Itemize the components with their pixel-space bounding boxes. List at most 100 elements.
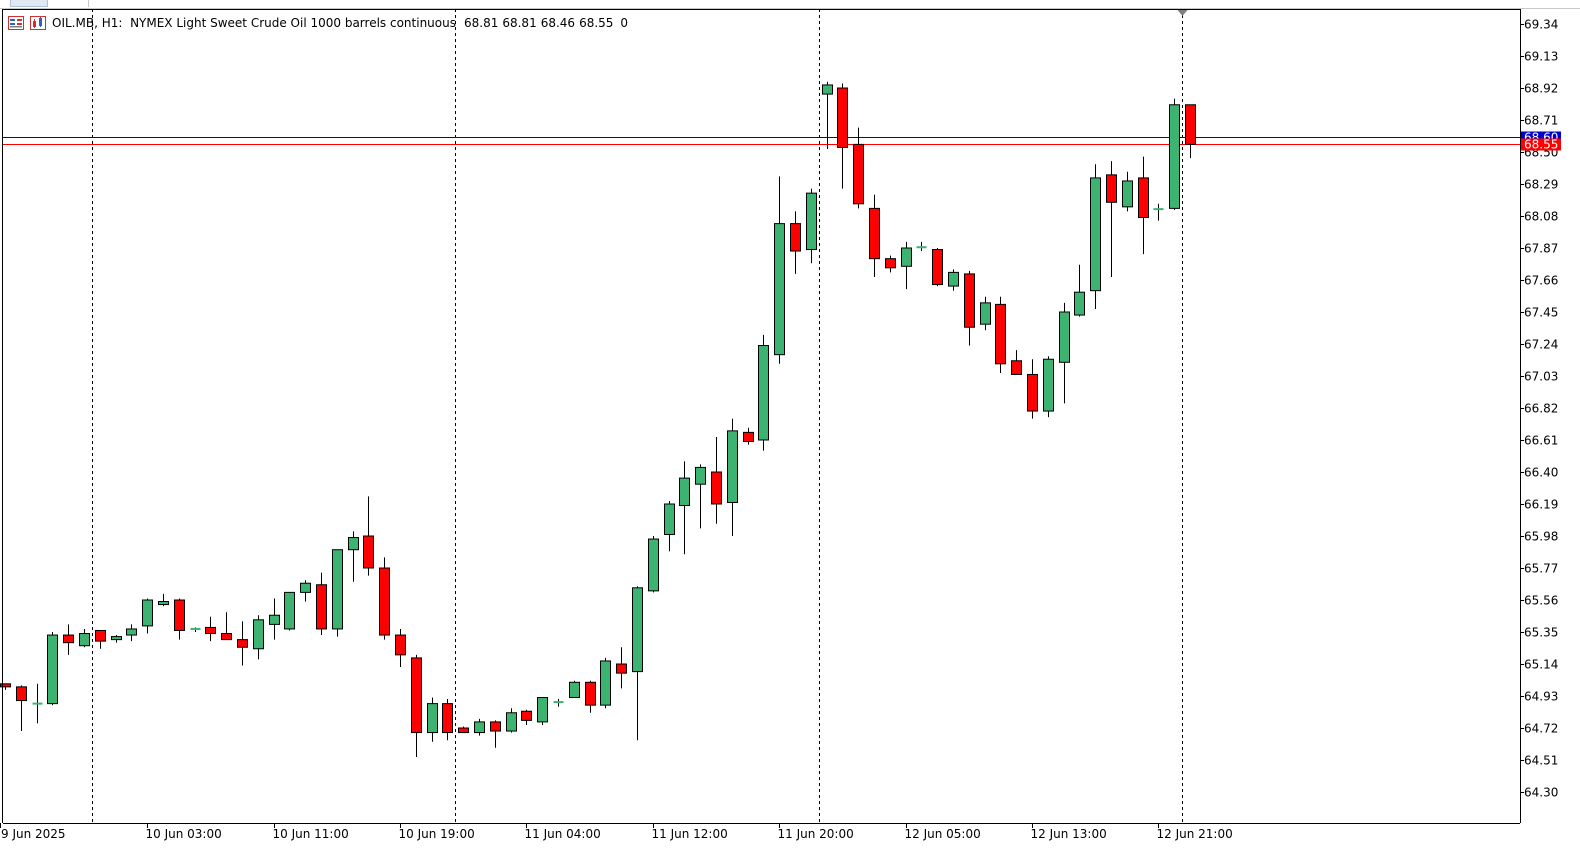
candle[interactable] xyxy=(711,436,722,524)
candle[interactable] xyxy=(316,572,327,636)
shift-marker-icon[interactable] xyxy=(1177,10,1188,16)
candle[interactable] xyxy=(1027,359,1038,419)
candle[interactable] xyxy=(474,718,485,736)
candle-body xyxy=(600,660,611,706)
candle[interactable] xyxy=(916,241,927,252)
candle[interactable] xyxy=(79,628,90,648)
candle[interactable] xyxy=(253,615,264,660)
candle[interactable] xyxy=(190,627,201,632)
candle[interactable] xyxy=(348,531,359,582)
candle[interactable] xyxy=(837,83,848,189)
candle-body xyxy=(221,633,232,641)
candle[interactable] xyxy=(32,683,43,724)
candle[interactable] xyxy=(869,194,880,277)
candle[interactable] xyxy=(695,464,706,529)
candle[interactable] xyxy=(1059,302,1070,404)
candle[interactable] xyxy=(521,709,532,725)
chart-tab[interactable] xyxy=(10,0,48,7)
candle[interactable] xyxy=(1043,356,1054,418)
bid-price-box xyxy=(1521,138,1561,151)
candle[interactable] xyxy=(600,657,611,709)
candle[interactable] xyxy=(553,699,564,707)
candle-body xyxy=(1106,174,1117,203)
candle[interactable] xyxy=(964,270,975,346)
candle[interactable] xyxy=(648,536,659,593)
candle[interactable] xyxy=(205,616,216,642)
candle[interactable] xyxy=(158,593,169,607)
candle-body xyxy=(1138,177,1149,219)
candle[interactable] xyxy=(569,680,580,699)
candle[interactable] xyxy=(174,598,185,640)
candle[interactable] xyxy=(853,127,864,209)
candle-body xyxy=(269,614,280,625)
candle[interactable] xyxy=(1074,264,1085,317)
candle[interactable] xyxy=(379,557,390,640)
candle[interactable] xyxy=(664,500,675,552)
open-value: 68.81 xyxy=(463,16,499,30)
candle[interactable] xyxy=(442,699,453,741)
candle[interactable] xyxy=(0,683,11,690)
candle[interactable] xyxy=(1169,98,1180,210)
candle[interactable] xyxy=(901,241,912,290)
candle[interactable] xyxy=(332,549,343,637)
candle[interactable] xyxy=(506,708,517,733)
candle[interactable] xyxy=(63,624,74,655)
candle[interactable] xyxy=(727,418,738,536)
candle[interactable] xyxy=(284,591,295,631)
candle[interactable] xyxy=(585,680,596,713)
candle[interactable] xyxy=(363,496,374,576)
candle[interactable] xyxy=(537,697,548,725)
candle[interactable] xyxy=(822,81,833,149)
candle[interactable] xyxy=(411,654,422,757)
candle[interactable] xyxy=(1153,203,1164,221)
candle[interactable] xyxy=(142,598,153,634)
candle[interactable] xyxy=(126,624,137,642)
candle[interactable] xyxy=(16,685,27,732)
candle[interactable] xyxy=(1122,171,1133,212)
candle[interactable] xyxy=(743,427,754,445)
candle[interactable] xyxy=(679,461,690,555)
candles[interactable] xyxy=(0,81,1196,757)
candle[interactable] xyxy=(221,612,232,641)
candle-body xyxy=(427,703,438,734)
candle[interactable] xyxy=(885,255,896,273)
candle[interactable] xyxy=(1138,156,1149,255)
candle-body xyxy=(363,535,374,569)
candle[interactable] xyxy=(995,296,1006,373)
candle[interactable] xyxy=(806,188,817,264)
low-value: 68.46 xyxy=(540,16,576,30)
candle[interactable] xyxy=(300,580,311,602)
candle[interactable] xyxy=(490,720,501,748)
candle[interactable] xyxy=(269,598,280,640)
candle[interactable] xyxy=(1106,161,1117,277)
candle-body xyxy=(16,686,27,702)
time-tick-label: 12 Jun 21:00 xyxy=(1157,827,1233,841)
candle[interactable] xyxy=(980,296,991,331)
candle[interactable] xyxy=(948,269,959,291)
candle[interactable] xyxy=(47,632,58,706)
candle[interactable] xyxy=(758,334,769,451)
candle-body xyxy=(0,683,11,688)
chart-properties-icon[interactable] xyxy=(30,16,46,30)
candle-body xyxy=(1185,104,1196,145)
candle[interactable] xyxy=(1185,104,1196,159)
candle[interactable] xyxy=(1090,164,1101,309)
candle-body xyxy=(1169,104,1180,209)
candle[interactable] xyxy=(932,248,943,287)
price-tick-label: 64.72 xyxy=(1524,722,1558,736)
candle[interactable] xyxy=(111,635,122,643)
candle-body xyxy=(111,636,122,641)
candle[interactable] xyxy=(395,628,406,668)
candle[interactable] xyxy=(1011,350,1022,375)
one-click-trading-icon[interactable] xyxy=(8,16,24,30)
candle[interactable] xyxy=(790,211,801,274)
candle[interactable] xyxy=(774,176,785,364)
candle[interactable] xyxy=(458,726,469,734)
candle[interactable] xyxy=(632,586,643,741)
candle[interactable] xyxy=(427,697,438,742)
candle[interactable] xyxy=(237,621,248,666)
candle[interactable] xyxy=(616,647,627,689)
candle[interactable] xyxy=(95,629,106,649)
